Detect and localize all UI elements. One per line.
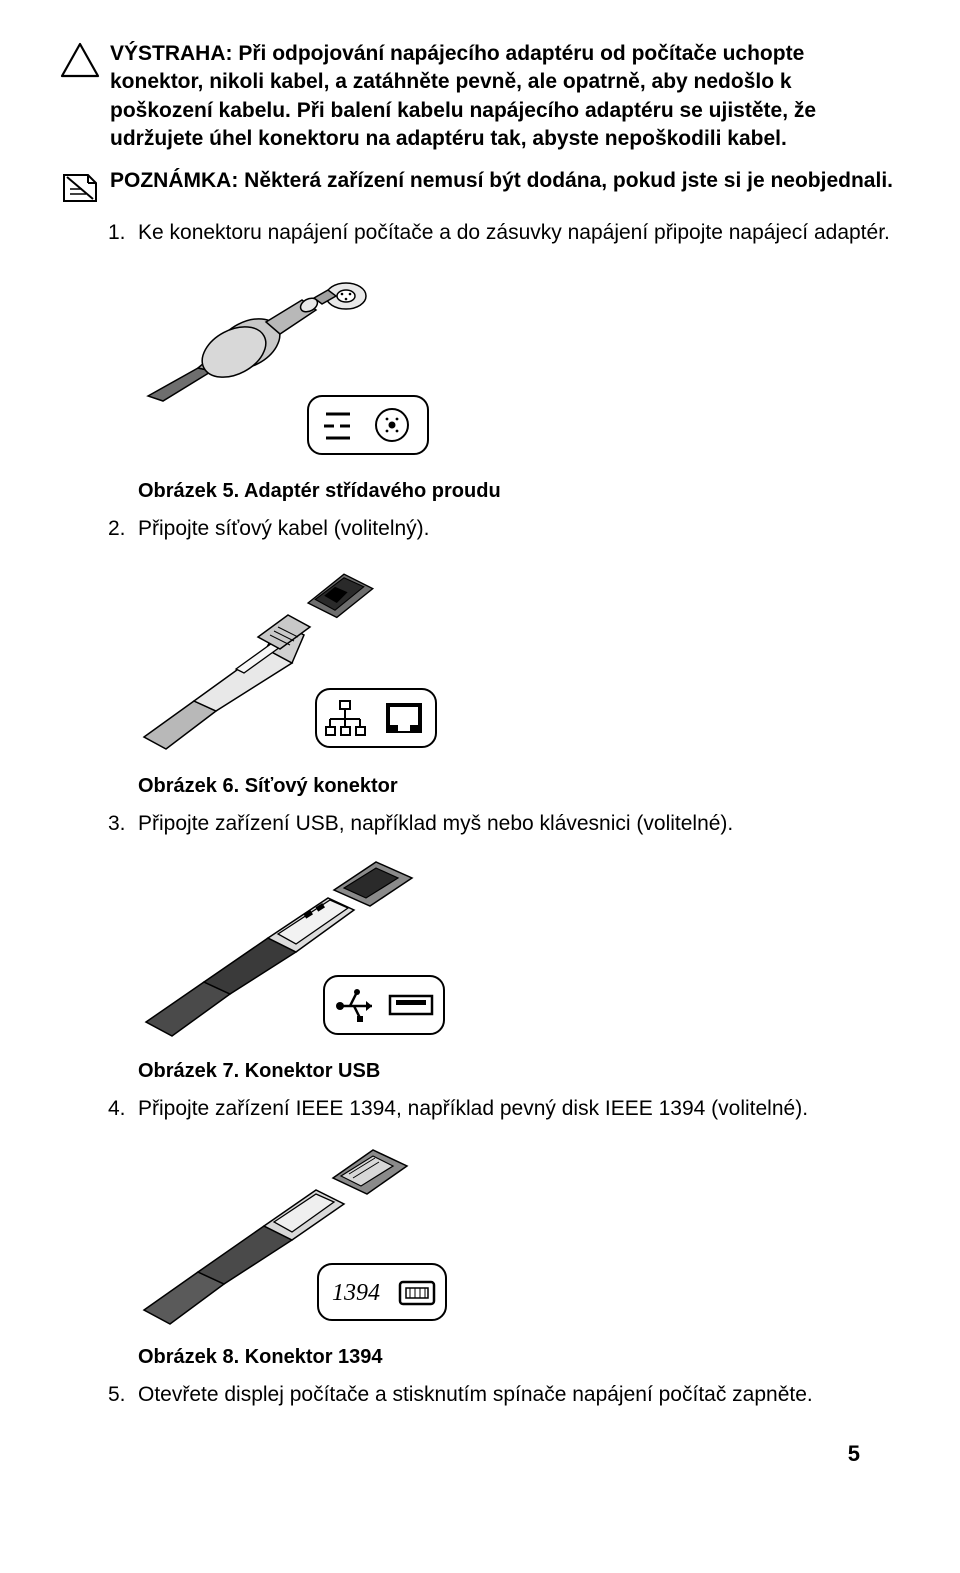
step-5: 5. Otevřete displej počítače a stisknutí… — [108, 1381, 900, 1409]
note-callout: POZNÁMKA: Některá zařízení nemusí být do… — [60, 167, 900, 205]
note-icon — [60, 169, 104, 205]
page-number: 5 — [60, 1439, 860, 1469]
figure-5 — [138, 266, 900, 466]
note-body: POZNÁMKA: Některá zařízení nemusí být do… — [110, 167, 900, 195]
warning-label: VÝSTRAHA: — [110, 42, 233, 65]
warning-icon — [60, 42, 104, 78]
step-2-num: 2. — [108, 515, 138, 543]
figure-8: 1394 — [138, 1142, 900, 1332]
warning-callout: VÝSTRAHA: Při odpojování napájecího adap… — [60, 40, 900, 153]
caption-7: Obrázek 7. Konektor USB — [138, 1058, 900, 1085]
warning-body: VÝSTRAHA: Při odpojování napájecího adap… — [110, 40, 900, 153]
step-3-num: 3. — [108, 810, 138, 838]
step-1-text: Ke konektoru napájení počítače a do zásu… — [138, 219, 900, 247]
step-5-num: 5. — [108, 1381, 138, 1409]
step-3-text: Připojte zařízení USB, například myš neb… — [138, 810, 900, 838]
step-4-text: Připojte zařízení IEEE 1394, například p… — [138, 1095, 900, 1123]
step-5-text: Otevřete displej počítače a stisknutím s… — [138, 1381, 900, 1409]
step-3: 3. Připojte zařízení USB, například myš … — [108, 810, 900, 838]
step-1: 1. Ke konektoru napájení počítače a do z… — [108, 219, 900, 247]
step-4: 4. Připojte zařízení IEEE 1394, napříkla… — [108, 1095, 900, 1123]
step-2-text: Připojte síťový kabel (volitelný). — [138, 515, 900, 543]
step-4-num: 4. — [108, 1095, 138, 1123]
step-2: 2. Připojte síťový kabel (volitelný). — [108, 515, 900, 543]
caption-5: Obrázek 5. Adaptér střídavého proudu — [138, 478, 900, 505]
svg-text:1394: 1394 — [332, 1280, 380, 1306]
figure-6 — [138, 561, 900, 761]
figure-7 — [138, 856, 900, 1046]
note-text: Některá zařízení nemusí být dodána, poku… — [238, 169, 893, 192]
step-1-num: 1. — [108, 219, 138, 247]
caption-8: Obrázek 8. Konektor 1394 — [138, 1344, 900, 1371]
note-label: POZNÁMKA: — [110, 169, 238, 192]
caption-6: Obrázek 6. Síťový konektor — [138, 773, 900, 800]
